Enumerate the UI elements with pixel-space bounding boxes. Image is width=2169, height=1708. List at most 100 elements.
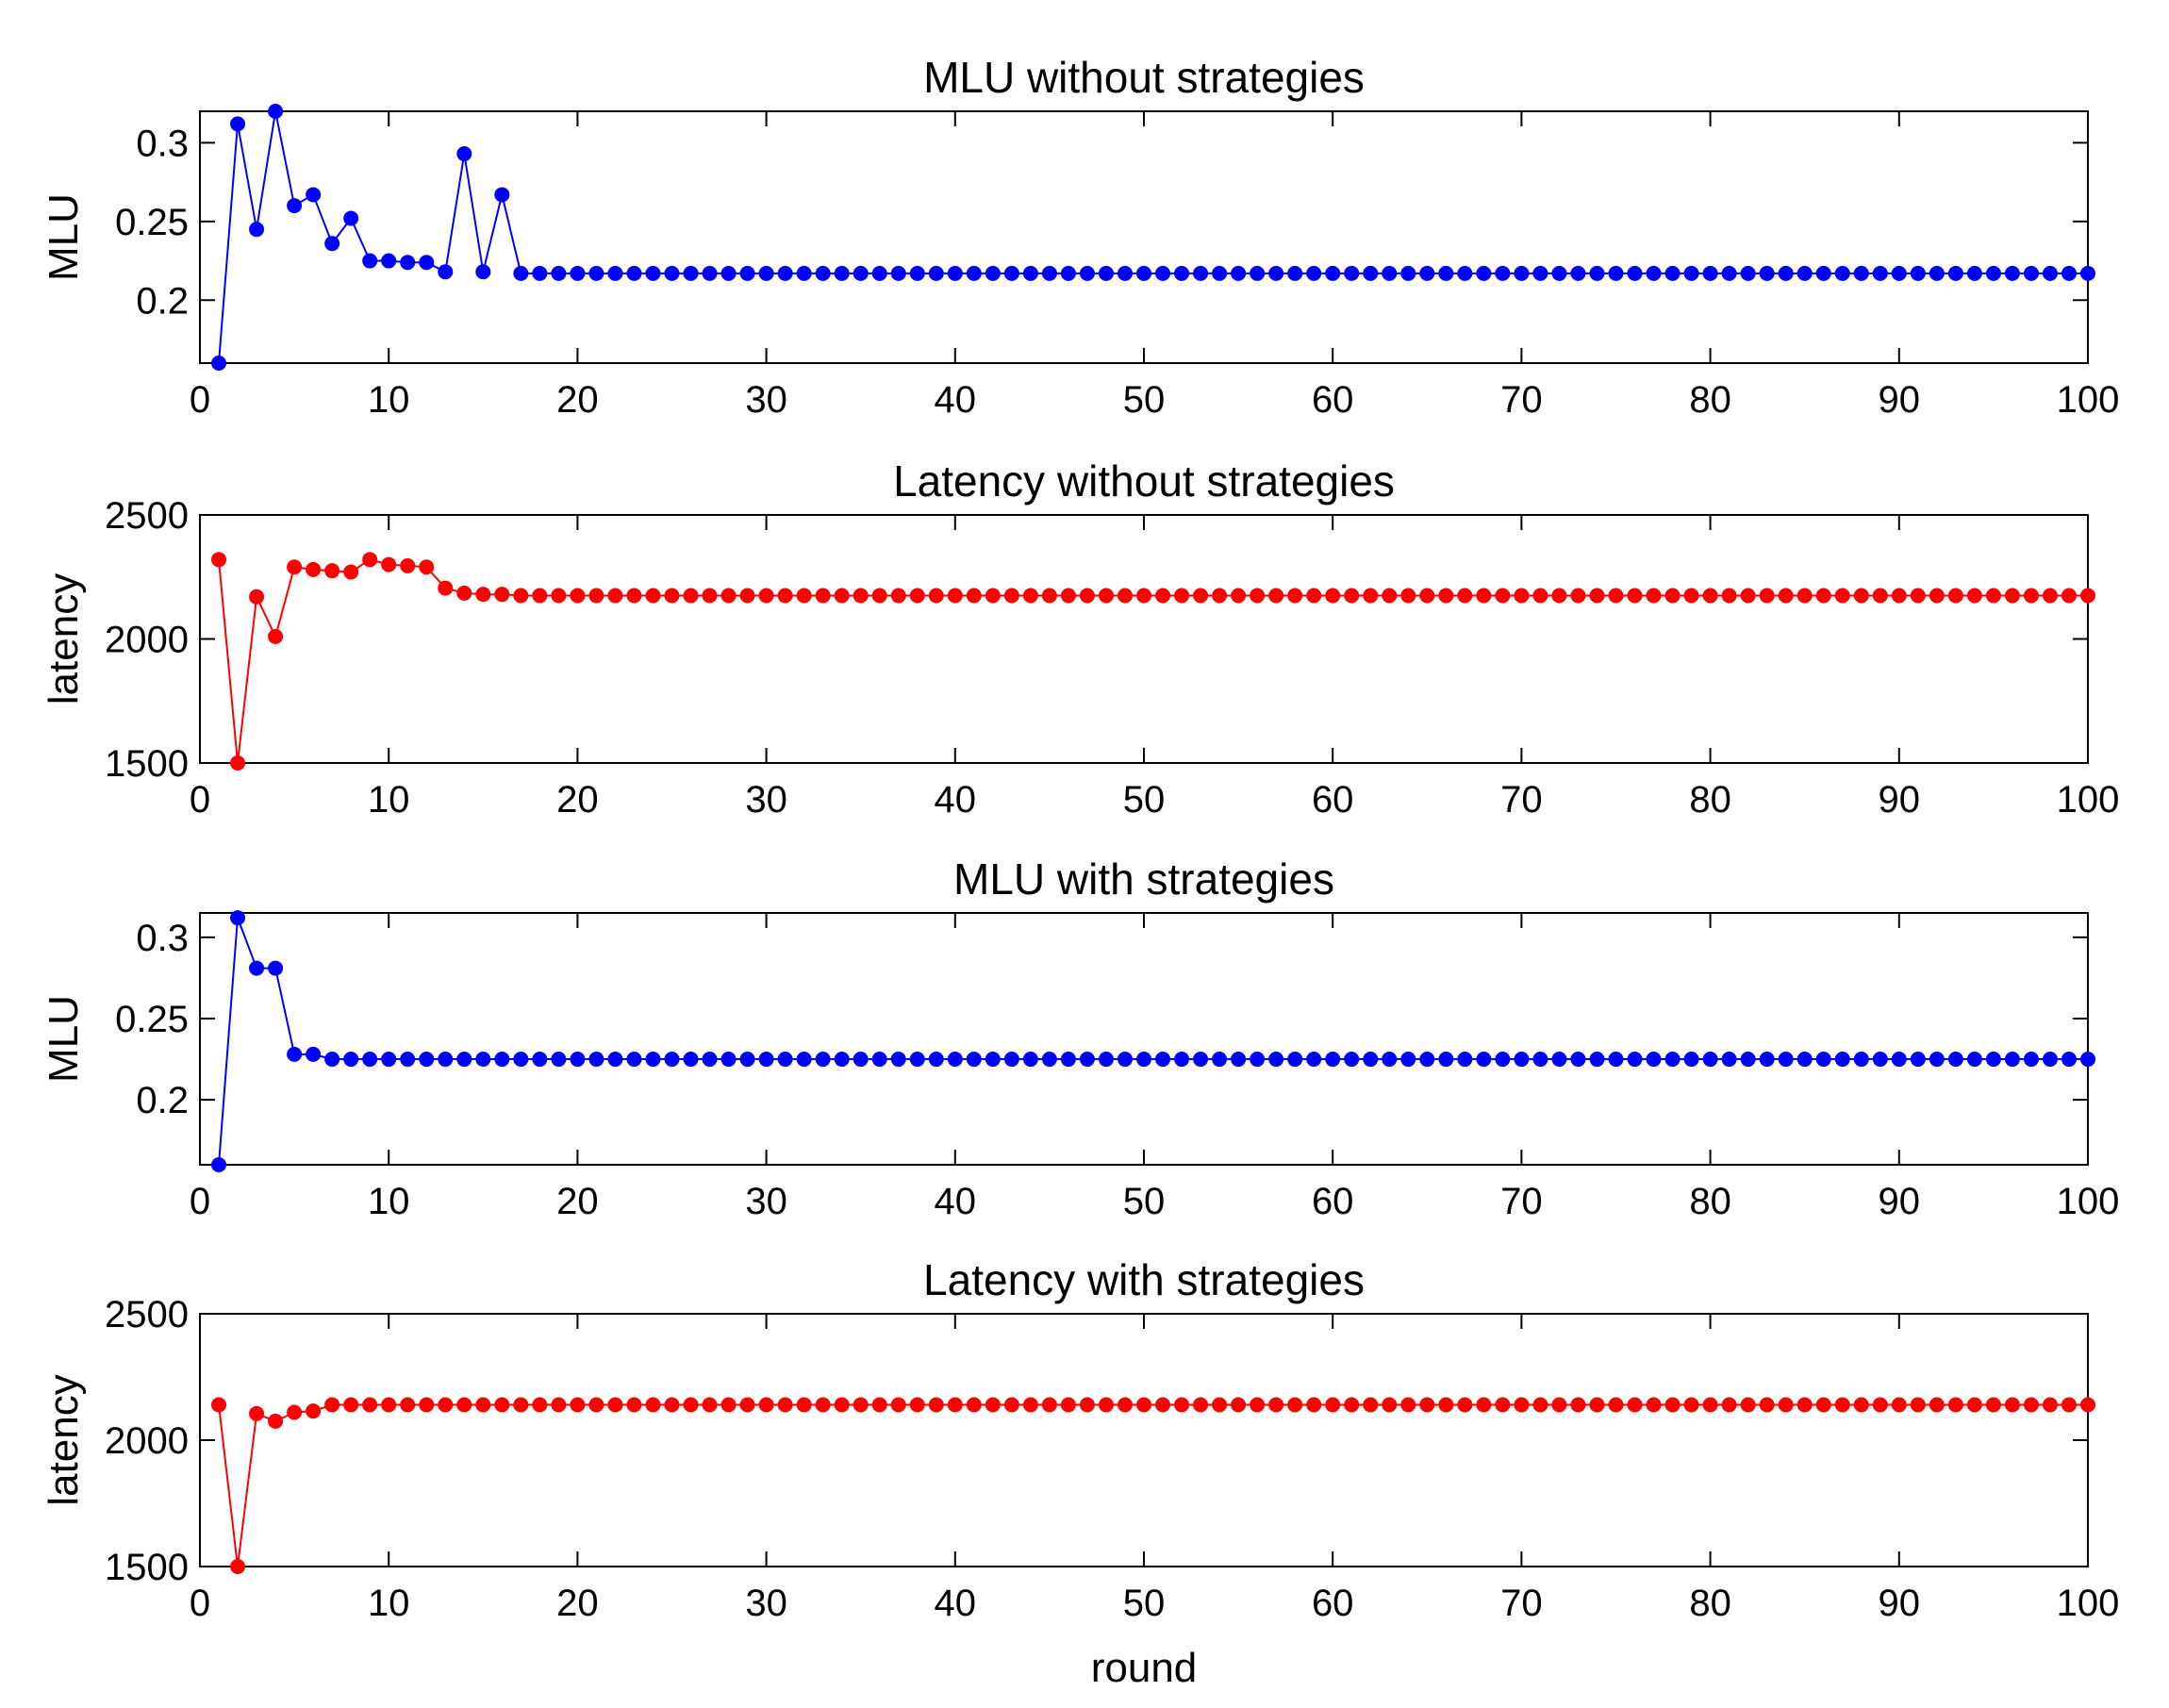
data-point	[739, 588, 755, 604]
data-point	[343, 1397, 359, 1413]
data-point	[1117, 1052, 1133, 1068]
data-point	[1476, 588, 1492, 604]
data-point	[645, 588, 661, 604]
x-tick-label: 80	[1689, 1181, 1731, 1222]
data-point	[1551, 265, 1567, 281]
data-point	[1721, 588, 1737, 604]
data-point	[1079, 588, 1095, 604]
data-point	[1060, 588, 1076, 604]
data-point	[1136, 588, 1151, 604]
data-point	[2042, 1397, 2058, 1413]
data-point	[1872, 1052, 1888, 1068]
data-point	[1306, 1052, 1322, 1068]
data-point	[1721, 265, 1737, 281]
data-point	[758, 1397, 774, 1413]
data-point	[1947, 588, 1963, 604]
data-point	[1891, 265, 1907, 281]
plot-frame	[199, 110, 2089, 364]
data-point	[1117, 588, 1133, 604]
data-point	[1041, 1397, 1057, 1413]
data-point	[2061, 1397, 2077, 1413]
data-point	[739, 1052, 755, 1068]
x-tick-label: 30	[745, 1583, 787, 1624]
data-point	[1212, 265, 1228, 281]
x-tick-label: 20	[556, 1583, 599, 1624]
data-point	[928, 265, 944, 281]
data-point	[494, 1397, 510, 1413]
data-point	[702, 1397, 718, 1413]
data-point	[1155, 588, 1171, 604]
data-point	[1287, 588, 1303, 604]
data-point	[456, 1397, 472, 1413]
data-point	[2061, 588, 2077, 604]
data-point	[1551, 588, 1567, 604]
data-point	[966, 1397, 982, 1413]
data-point	[1098, 1052, 1114, 1068]
y-axis-label: latency	[41, 573, 87, 705]
data-point	[268, 104, 284, 119]
data-point	[419, 1397, 435, 1413]
data-point	[626, 1397, 642, 1413]
panel-title: Latency with strategies	[923, 1255, 1365, 1304]
data-point	[1193, 265, 1209, 281]
data-point	[1457, 265, 1473, 281]
data-point	[1325, 1397, 1341, 1413]
data-point	[1268, 265, 1284, 281]
y-tick-label: 0.2	[136, 1080, 189, 1121]
data-point	[2080, 1397, 2095, 1413]
data-point	[438, 1052, 454, 1068]
data-point	[1231, 1397, 1247, 1413]
data-point	[1910, 265, 1926, 281]
data-point	[1891, 1052, 1907, 1068]
data-point	[909, 265, 925, 281]
data-point	[1721, 1397, 1737, 1413]
data-point	[1929, 1052, 1945, 1068]
x-tick-label: 70	[1500, 779, 1543, 821]
data-point	[1532, 588, 1548, 604]
data-point	[1438, 1397, 1454, 1413]
data-point	[834, 265, 850, 281]
panel-4: 0 10 20 30 40 50 60 70 80 90 100 1500 2000 2500 Latenc…	[41, 1255, 2119, 1691]
data-point	[1419, 265, 1435, 281]
data-point	[211, 552, 227, 568]
data-point	[1608, 588, 1624, 604]
data-point	[1495, 265, 1511, 281]
data-point	[324, 563, 340, 579]
data-point	[1589, 1397, 1605, 1413]
y-tick-label: 2500	[105, 1294, 189, 1335]
panel-title: MLU without strategies	[923, 53, 1365, 102]
data-point	[1419, 588, 1435, 604]
data-point	[947, 1397, 963, 1413]
data-point	[1079, 265, 1095, 281]
data-point	[532, 1052, 548, 1068]
data-point	[249, 222, 265, 238]
data-point	[1022, 1052, 1038, 1068]
data-point	[871, 1397, 887, 1413]
data-point	[1419, 1397, 1435, 1413]
data-point	[588, 265, 604, 281]
data-point	[1740, 265, 1756, 281]
data-point	[570, 265, 586, 281]
data-point	[381, 1397, 397, 1413]
data-point	[683, 1052, 699, 1068]
data-point	[1608, 1397, 1624, 1413]
data-point	[1872, 1397, 1888, 1413]
data-point	[796, 265, 812, 281]
data-point	[1815, 265, 1831, 281]
data-point	[2042, 588, 2058, 604]
data-point	[1231, 1052, 1247, 1068]
data-point	[985, 588, 1001, 604]
x-tick-label: 100	[2057, 779, 2120, 821]
data-point	[324, 1052, 340, 1068]
data-point	[626, 1052, 642, 1068]
data-point	[230, 116, 246, 132]
x-tick-label: 20	[556, 1181, 599, 1222]
data-point	[456, 146, 472, 162]
data-point	[1419, 1052, 1435, 1068]
data-point	[928, 1052, 944, 1068]
y-tick-label: 0.3	[136, 123, 189, 164]
y-axis-label: MLU	[41, 193, 87, 281]
x-tick-label: 30	[745, 1181, 787, 1222]
data-point	[626, 588, 642, 604]
data-point	[1740, 1397, 1756, 1413]
